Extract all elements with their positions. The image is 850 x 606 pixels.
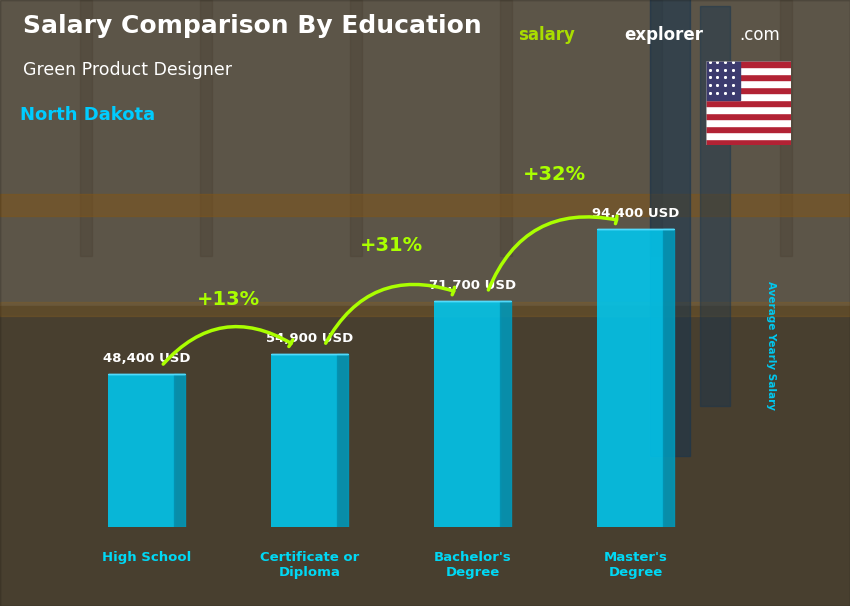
Bar	[706, 61, 791, 67]
Polygon shape	[500, 301, 511, 527]
Bar	[706, 87, 791, 93]
Text: explorer: explorer	[624, 26, 703, 44]
Text: +32%: +32%	[523, 165, 586, 184]
Bar	[706, 113, 791, 119]
Polygon shape	[337, 354, 348, 527]
Text: 94,400 USD: 94,400 USD	[592, 207, 679, 220]
Text: Green Product Designer: Green Product Designer	[23, 61, 232, 79]
Bar	[350, 0, 362, 256]
Bar	[706, 132, 791, 139]
Text: 48,400 USD: 48,400 USD	[103, 353, 190, 365]
Text: Master's
Degree: Master's Degree	[604, 551, 667, 579]
Bar	[200, 0, 212, 256]
Text: Certificate or
Diploma: Certificate or Diploma	[260, 551, 360, 579]
Bar	[500, 0, 512, 256]
Text: +31%: +31%	[360, 236, 422, 256]
Bar	[706, 126, 791, 132]
Bar	[109, 374, 173, 527]
Bar	[598, 228, 662, 527]
Text: North Dakota: North Dakota	[20, 106, 156, 124]
Bar	[0, 194, 850, 216]
Bar	[80, 0, 92, 256]
Bar	[706, 139, 791, 145]
Polygon shape	[662, 228, 674, 527]
Text: 71,700 USD: 71,700 USD	[429, 279, 516, 292]
Text: Bachelor's
Degree: Bachelor's Degree	[434, 551, 512, 579]
Bar	[650, 0, 690, 456]
Bar	[706, 67, 791, 74]
Bar	[706, 100, 791, 106]
Text: 54,900 USD: 54,900 USD	[266, 332, 354, 345]
Text: +13%: +13%	[196, 290, 260, 308]
Text: High School: High School	[102, 551, 191, 564]
Bar	[706, 80, 791, 87]
Text: Average Yearly Salary: Average Yearly Salary	[767, 281, 776, 410]
Text: salary: salary	[518, 26, 575, 44]
Bar	[700, 6, 730, 406]
Bar	[650, 0, 662, 256]
Bar	[0, 302, 850, 316]
Bar	[434, 301, 500, 527]
Bar	[271, 354, 337, 527]
Bar	[780, 0, 792, 256]
Bar	[706, 119, 791, 126]
Bar	[706, 106, 791, 113]
Text: .com: .com	[739, 26, 779, 44]
Bar	[706, 74, 791, 80]
Bar	[706, 61, 740, 100]
Bar	[0, 306, 850, 606]
Polygon shape	[173, 374, 185, 527]
Text: Salary Comparison By Education: Salary Comparison By Education	[23, 14, 482, 38]
Bar	[706, 93, 791, 100]
Bar	[0, 0, 850, 306]
